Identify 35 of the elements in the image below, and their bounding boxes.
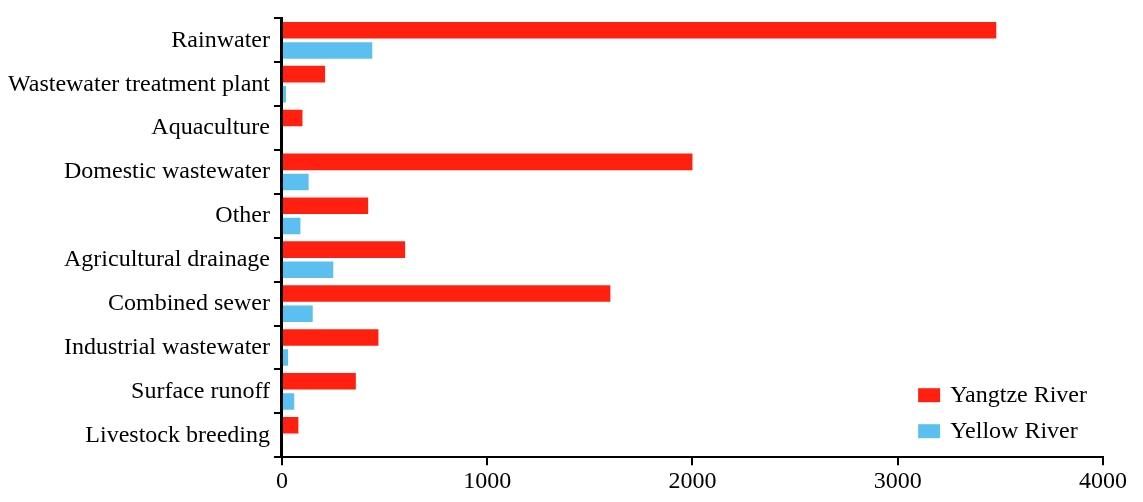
bar (282, 261, 334, 279)
legend-label: Yangtze River (950, 381, 1088, 408)
legend-label: Yellow River (950, 417, 1078, 444)
bar (282, 109, 303, 127)
bar (282, 329, 379, 346)
y-tick-label: Aquaculture (151, 113, 270, 140)
y-tick-label: Other (215, 201, 270, 228)
y-tick-label: Rainwater (171, 25, 270, 52)
bar (282, 86, 287, 103)
x-tick-label: 2000 (668, 466, 717, 493)
x-tick-label: 0 (275, 466, 288, 493)
y-tick-label: Wastewater treatment plant (8, 69, 271, 96)
bar (282, 349, 289, 366)
x-tick-label: 1000 (463, 466, 512, 493)
y-tick-label: Industrial wastewater (64, 332, 270, 359)
bar (282, 241, 406, 258)
bar (282, 173, 309, 191)
bar (282, 373, 356, 390)
bar (282, 42, 373, 59)
bar (282, 197, 369, 215)
y-tick-label: Livestock breeding (85, 420, 270, 447)
bar (282, 153, 693, 171)
x-tick-label: 4000 (1079, 466, 1127, 493)
bar (282, 217, 301, 235)
y-tick-label: Combined sewer (107, 288, 270, 315)
bar (282, 393, 295, 410)
bar (282, 21, 997, 39)
x-tick-label: 3000 (873, 466, 922, 493)
bar (282, 305, 313, 322)
bar (282, 65, 326, 83)
bar (282, 285, 611, 302)
bar (282, 416, 299, 434)
y-tick-label: Surface runoff (131, 376, 270, 403)
y-tick-label: Agricultural drainage (64, 245, 270, 272)
y-tick-label: Domestic wastewater (64, 157, 270, 184)
